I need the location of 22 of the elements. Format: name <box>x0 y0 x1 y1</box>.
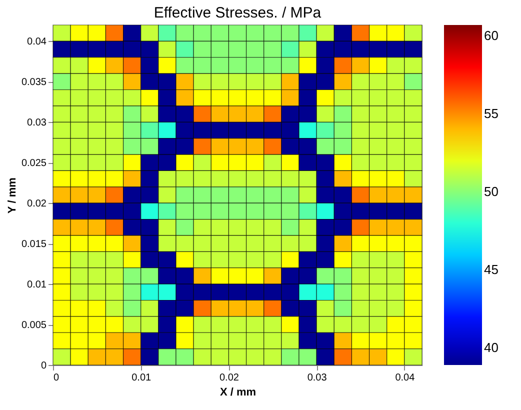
y-tick-label: 0.025 <box>21 158 47 170</box>
color-bar-label: 60 <box>484 28 498 43</box>
color-bar-label: 55 <box>484 106 498 121</box>
chart-title: Effective Stresses. / MPa <box>154 4 322 22</box>
y-tick-label: 0.005 <box>21 320 47 332</box>
x-tick-label: 0.04 <box>395 372 416 384</box>
color-bar-label: 45 <box>484 262 498 277</box>
y-tick-label: 0.02 <box>27 198 47 210</box>
color-bar-label: 40 <box>484 340 498 355</box>
y-tick-label: 0.015 <box>21 239 47 250</box>
y-axis-title: Y / mm <box>6 177 18 214</box>
color-bar-label: 50 <box>484 184 498 199</box>
x-tick-label: 0.03 <box>307 372 328 384</box>
y-tick-label: 0.03 <box>27 118 47 129</box>
y-tick-label: 0.035 <box>21 77 47 88</box>
y-tick-label: 0.04 <box>27 36 47 48</box>
y-tick-label: 0 <box>40 360 47 372</box>
x-tick-label: 0.02 <box>219 372 240 384</box>
x-tick-label: 0.01 <box>132 372 152 384</box>
x-tick-label: 0 <box>54 372 60 384</box>
y-tick-label: 0.01 <box>27 280 47 291</box>
x-axis-title: X / mm <box>220 386 256 398</box>
